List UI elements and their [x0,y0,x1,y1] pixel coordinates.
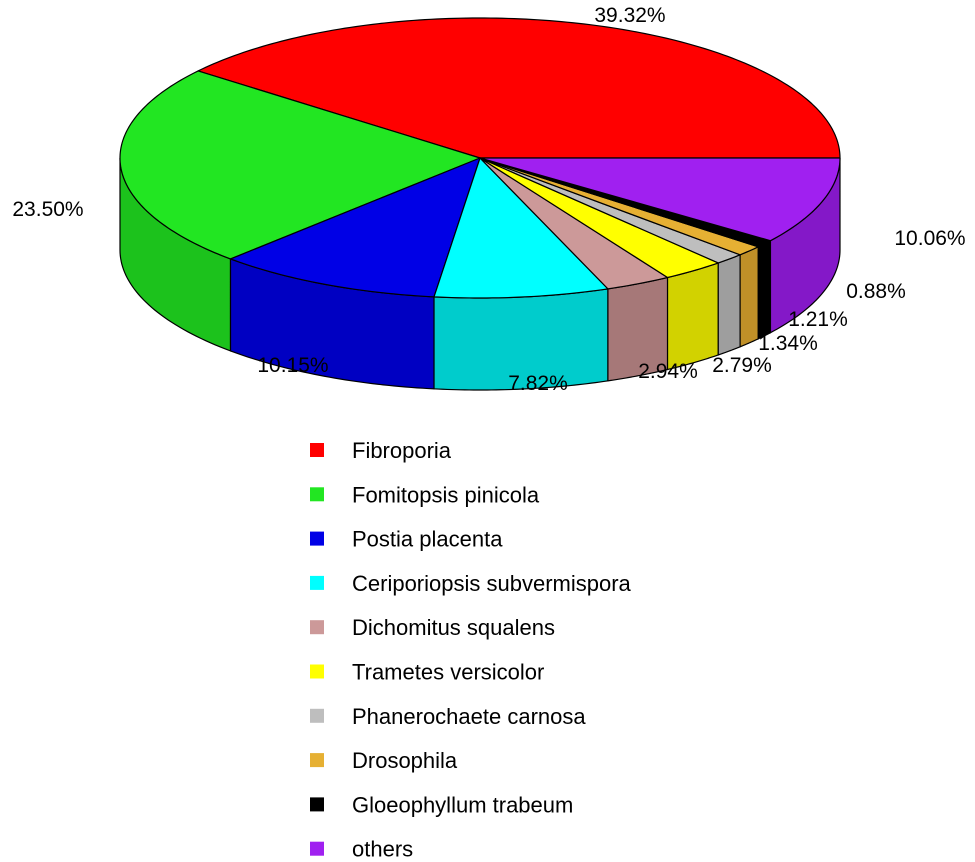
legend-label-gloeophyllum-trabeum: Gloeophyllum trabeum [352,792,573,817]
pie-side-phanerochaete-carnosa [717,253,741,356]
pie-slice-fibroporia [197,17,841,159]
pie-slice-postia-placenta [229,157,481,298]
pie-sides [119,157,841,391]
value-label-dichomitus-squalens: 2.94% [638,360,698,383]
legend-label-fibroporia: Fibroporia [352,438,452,463]
pie-slice-trametes-versicolor [479,157,719,279]
legend-swatch-ceriporiopsis-subvermispora [310,575,324,590]
value-label-fibroporia: 39.32% [594,4,665,27]
legend-label-phanerochaete-carnosa: Phanerochaete carnosa [352,704,586,729]
pie-slice-gloeophyllum-trabeum [479,157,772,248]
pie-side-gloeophyllum-trabeum [757,239,772,340]
value-label-trametes-versicolor: 2.79% [712,354,772,377]
legend-swatch-fibroporia [310,443,324,457]
value-label-phanerochaete-carnosa: 1.34% [758,332,818,355]
value-label-ceriporiopsis-subvermispora: 7.82% [508,372,568,395]
legend-label-drosophila: Drosophila [352,748,458,773]
legend-swatch-drosophila [310,753,324,768]
legend-swatch-trametes-versicolor [310,664,324,679]
pie-side-trametes-versicolor [666,262,719,371]
legend-label-fomitopsis-pinicola: Fomitopsis pinicola [352,482,540,507]
value-label-drosophila: 1.21% [788,308,848,331]
legend-swatch-others [310,841,324,856]
legend-label-postia-placenta: Postia placenta [352,527,503,552]
pie-slice-drosophila [479,157,759,256]
legend-swatch-fomitopsis-pinicola [310,487,324,502]
legend-swatch-postia-placenta [310,531,324,546]
value-label-others: 10.06% [894,227,965,250]
pie-value-labels: 39.32% 23.50% 10.15% 7.82% 2.94% 2.79%1.34%1.… [12,4,965,395]
legend: Fibroporia Fomitopsis pinicola Postia plac… [310,438,632,862]
legend-label-trametes-versicolor: Trametes versicolor [352,660,544,685]
pie-tops [119,17,841,299]
pie-slice-dichomitus-squalens [479,157,669,290]
pie-slice-ceriporiopsis-subvermispora [433,157,609,299]
legend-label-ceriporiopsis-subvermispora: Ceriporiopsis subvermispora [352,571,632,596]
legend-swatch-gloeophyllum-trabeum [310,797,324,812]
legend-swatch-phanerochaete-carnosa [310,708,324,723]
legend-label-others: others [352,837,413,862]
value-label-fomitopsis-pinicola: 23.50% [12,198,83,221]
pie-slice-others [479,157,841,242]
value-label-postia-placenta: 10.15% [257,354,328,377]
legend-swatch-dichomitus-squalens [310,620,324,635]
pie-slice-phanerochaete-carnosa [479,157,741,264]
pie-side-drosophila [739,245,759,348]
pie-slice-fomitopsis-pinicola [119,70,481,260]
value-label-gloeophyllum-trabeum: 0.88% [846,280,906,303]
legend-label-dichomitus-squalens: Dichomitus squalens [352,615,555,640]
